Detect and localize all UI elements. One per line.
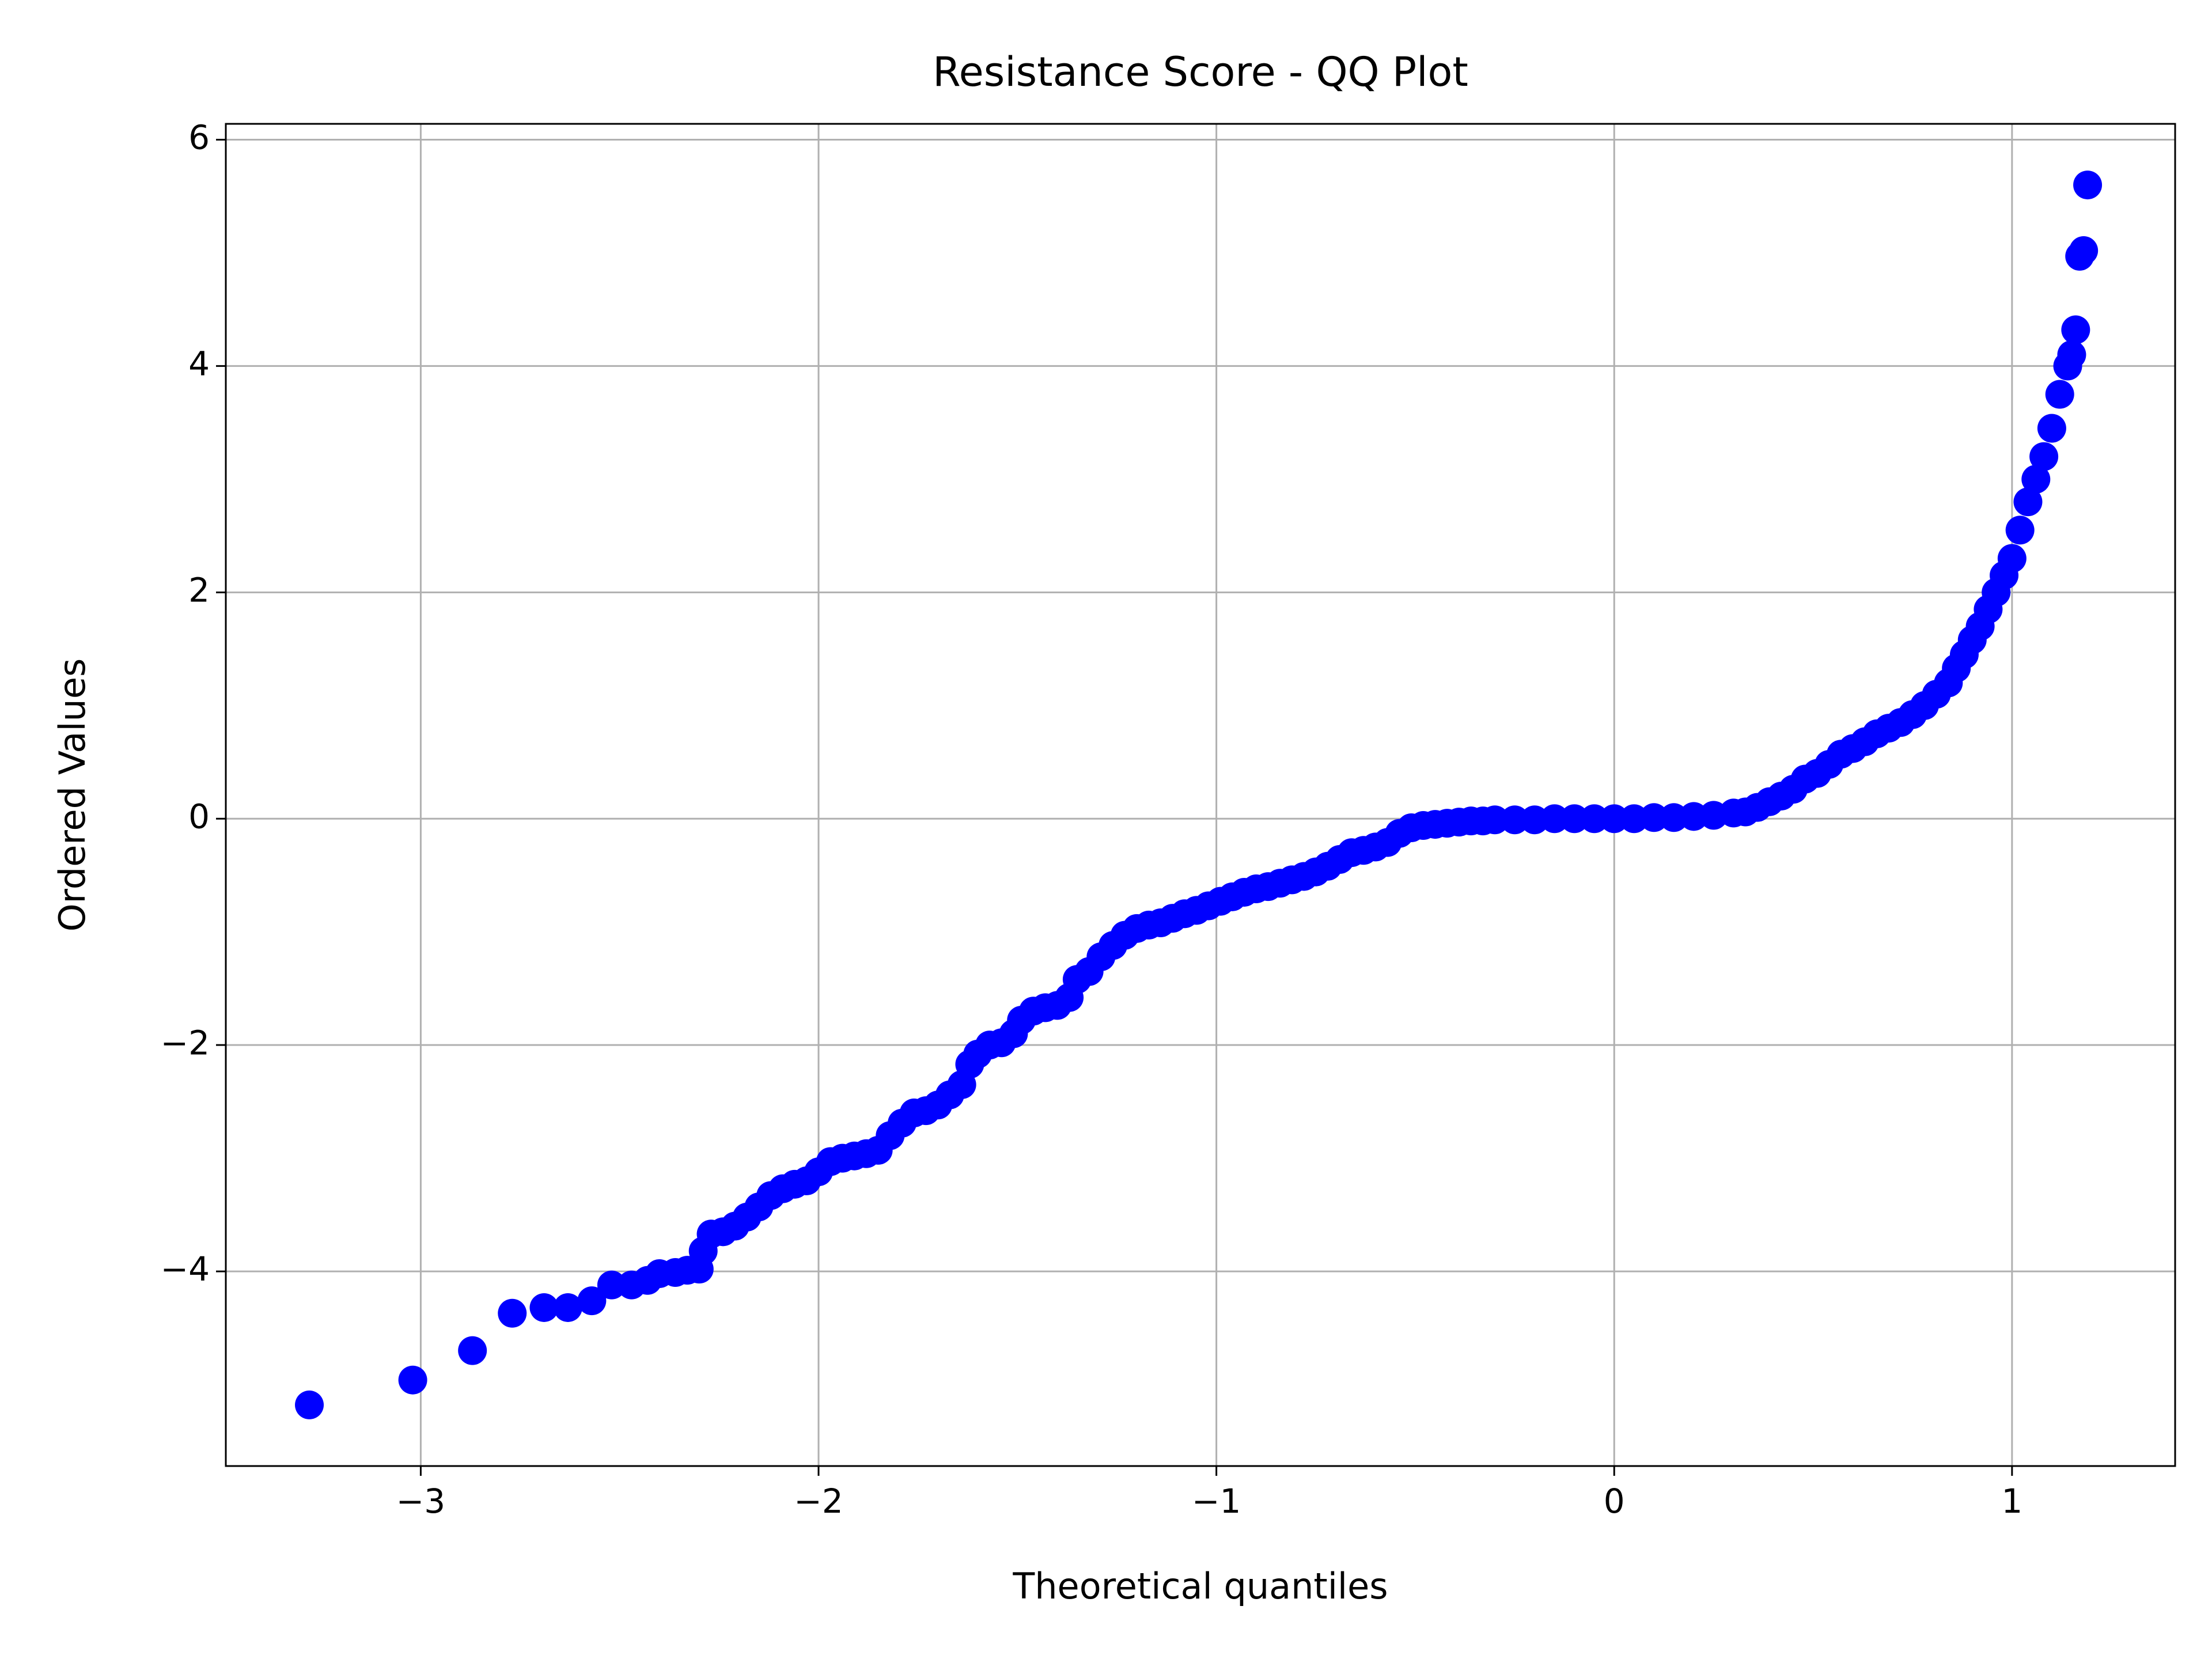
y-tick-label: 4 <box>188 344 210 384</box>
point <box>295 1390 324 1419</box>
points <box>295 171 2103 1419</box>
chart-title: Resistance Score - QQ Plot <box>933 48 1468 96</box>
y-tick-label: 6 <box>188 118 210 157</box>
x-tick-label: −3 <box>396 1482 446 1521</box>
point <box>1639 803 1669 832</box>
ticks: −3 −2 −1 0 1 −4 −2 0 2 4 6 <box>161 118 2023 1521</box>
x-tick-label: −1 <box>1192 1482 1241 1521</box>
point <box>2037 414 2066 443</box>
x-tick-label: 1 <box>2001 1482 2022 1521</box>
y-tick-label: −4 <box>161 1249 210 1289</box>
point <box>498 1298 527 1328</box>
point <box>2073 171 2103 200</box>
point <box>1480 805 1510 835</box>
point <box>2057 340 2086 369</box>
point <box>2021 464 2051 494</box>
point <box>553 1293 582 1322</box>
point <box>529 1293 559 1322</box>
y-tick-label: 2 <box>188 570 210 609</box>
x-tick-label: −2 <box>794 1482 843 1521</box>
x-axis-label: Theoretical quantiles <box>1012 1565 1388 1607</box>
point <box>1540 804 1569 834</box>
y-tick-label: −2 <box>161 1023 210 1062</box>
point <box>1600 804 1629 834</box>
point <box>1580 804 1609 834</box>
point <box>398 1365 427 1395</box>
point <box>597 1270 626 1300</box>
y-axis-label: Ordered Values <box>51 658 93 932</box>
point <box>577 1286 607 1316</box>
x-tick-label: 0 <box>1604 1482 1625 1521</box>
plot-frame <box>225 123 2176 1467</box>
y-tick-label: 0 <box>188 797 210 836</box>
point <box>2013 487 2043 517</box>
point <box>458 1336 487 1365</box>
point <box>2005 516 2035 545</box>
point <box>2061 315 2090 344</box>
point <box>1560 804 1589 834</box>
point <box>1997 544 2027 573</box>
point <box>1500 805 1529 835</box>
grid <box>226 124 2175 1466</box>
point <box>2029 442 2059 471</box>
point <box>2045 380 2074 409</box>
point <box>2069 236 2099 266</box>
